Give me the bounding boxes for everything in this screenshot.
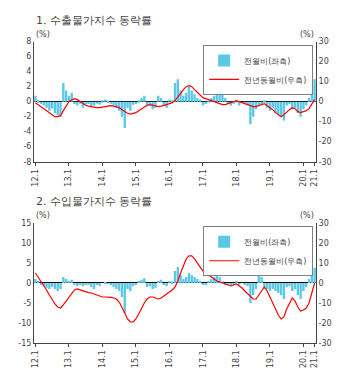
svg-text:20: 20 bbox=[319, 57, 329, 66]
svg-text:10: 10 bbox=[319, 259, 329, 268]
svg-text:1. 수출물가지수 동락률: 1. 수출물가지수 동락률 bbox=[36, 14, 153, 27]
svg-text:21.1: 21.1 bbox=[310, 350, 319, 368]
svg-text:-15: -15 bbox=[18, 339, 31, 348]
svg-text:17.1: 17.1 bbox=[199, 169, 208, 187]
svg-text:18.1: 18.1 bbox=[232, 169, 241, 187]
svg-text:전년동월비(우측): 전년동월비(우측) bbox=[244, 257, 306, 266]
svg-text:-10: -10 bbox=[319, 117, 332, 126]
svg-text:-8: -8 bbox=[23, 157, 31, 166]
svg-text:-5: -5 bbox=[23, 299, 31, 308]
svg-text:(%): (%) bbox=[300, 30, 314, 39]
svg-text:20.1: 20.1 bbox=[299, 350, 308, 368]
svg-text:전월비(좌측): 전월비(좌측) bbox=[244, 238, 290, 247]
svg-text:(%): (%) bbox=[36, 30, 50, 39]
svg-text:-30: -30 bbox=[319, 157, 332, 166]
svg-text:0: 0 bbox=[319, 97, 324, 106]
svg-text:30: 30 bbox=[319, 219, 329, 228]
svg-text:12.1: 12.1 bbox=[31, 350, 40, 368]
svg-text:21.1: 21.1 bbox=[310, 169, 319, 187]
svg-text:20: 20 bbox=[319, 239, 329, 248]
svg-text:-20: -20 bbox=[319, 137, 332, 146]
svg-text:15.1: 15.1 bbox=[132, 169, 141, 187]
svg-text:-4: -4 bbox=[23, 127, 31, 136]
svg-text:15.1: 15.1 bbox=[132, 350, 141, 368]
svg-text:2: 2 bbox=[26, 82, 31, 91]
svg-text:19.1: 19.1 bbox=[266, 169, 275, 187]
svg-text:18.1: 18.1 bbox=[232, 350, 241, 368]
svg-text:16.1: 16.1 bbox=[165, 169, 174, 187]
svg-text:-10: -10 bbox=[18, 319, 31, 328]
svg-text:-20: -20 bbox=[319, 319, 332, 328]
svg-text:-6: -6 bbox=[23, 142, 31, 151]
svg-text:(%): (%) bbox=[36, 211, 50, 220]
svg-text:17.1: 17.1 bbox=[199, 350, 208, 368]
svg-text:13.1: 13.1 bbox=[65, 169, 74, 187]
svg-text:30: 30 bbox=[319, 37, 329, 46]
svg-text:14.1: 14.1 bbox=[98, 169, 107, 187]
svg-text:0: 0 bbox=[26, 279, 31, 288]
svg-text:0: 0 bbox=[26, 97, 31, 106]
svg-text:20.1: 20.1 bbox=[299, 169, 308, 187]
svg-text:0: 0 bbox=[319, 279, 324, 288]
svg-text:15: 15 bbox=[21, 219, 31, 228]
svg-text:2. 수입물가지수 동락률: 2. 수입물가지수 동락률 bbox=[36, 195, 153, 208]
svg-text:6: 6 bbox=[26, 52, 31, 61]
svg-text:8: 8 bbox=[26, 37, 31, 46]
svg-text:-10: -10 bbox=[319, 299, 332, 308]
svg-text:16.1: 16.1 bbox=[165, 350, 174, 368]
svg-text:5: 5 bbox=[26, 259, 31, 268]
svg-text:(%): (%) bbox=[300, 211, 314, 220]
svg-text:10: 10 bbox=[21, 239, 31, 248]
svg-text:-2: -2 bbox=[23, 112, 31, 121]
svg-text:19.1: 19.1 bbox=[266, 350, 275, 368]
svg-text:10: 10 bbox=[319, 77, 329, 86]
svg-text:14.1: 14.1 bbox=[98, 350, 107, 368]
svg-text:12.1: 12.1 bbox=[31, 169, 40, 187]
svg-text:전월비(좌측): 전월비(좌측) bbox=[244, 57, 290, 66]
svg-text:4: 4 bbox=[26, 67, 31, 76]
svg-text:-30: -30 bbox=[319, 339, 332, 348]
svg-text:전년동월비(우측): 전년동월비(우측) bbox=[244, 76, 306, 85]
svg-text:13.1: 13.1 bbox=[65, 350, 74, 368]
